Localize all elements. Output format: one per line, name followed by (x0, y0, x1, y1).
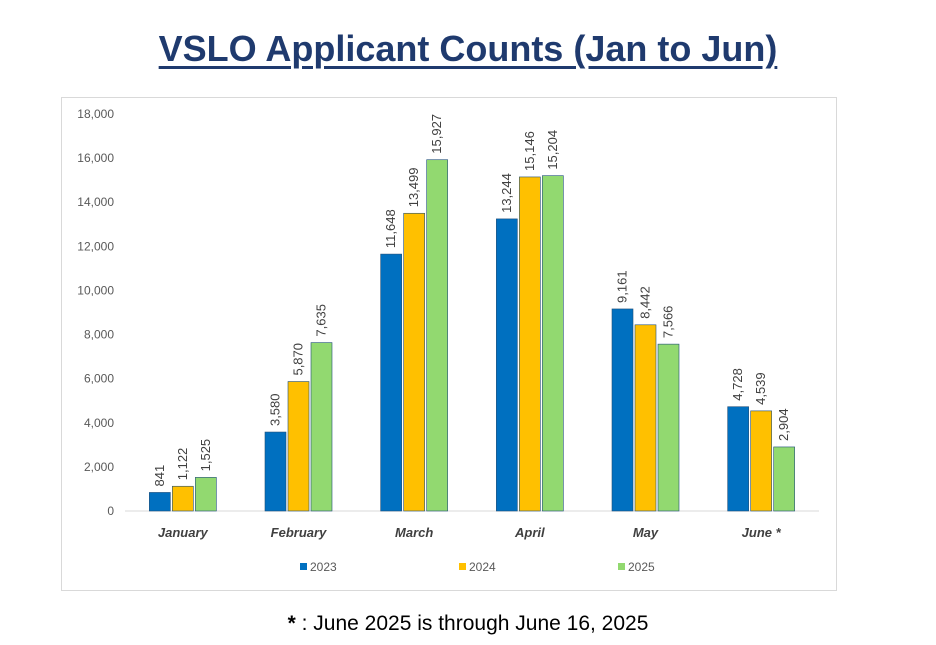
data-label: 15,204 (545, 130, 560, 170)
data-label: 13,499 (406, 168, 421, 208)
data-label: 7,566 (661, 306, 676, 339)
y-tick-label: 6,000 (84, 372, 114, 386)
bar-2025 (542, 175, 564, 512)
data-label: 3,580 (268, 393, 283, 426)
data-label: 4,539 (753, 372, 768, 405)
category-label: February (271, 525, 327, 540)
y-tick-label: 0 (107, 504, 114, 518)
footnote-star: * (287, 612, 296, 635)
bar-2024 (172, 485, 194, 512)
legend-label-2025: 2025 (628, 560, 655, 574)
y-tick-label: 18,000 (77, 107, 114, 121)
y-tick-label: 2,000 (84, 460, 114, 474)
bar-2023 (380, 253, 402, 512)
data-label: 1,122 (175, 448, 190, 481)
data-label: 11,648 (383, 209, 398, 248)
legend-label-2024: 2024 (469, 560, 496, 574)
y-tick-label: 16,000 (77, 151, 114, 165)
y-tick-label: 4,000 (84, 416, 114, 430)
category-label: May (633, 525, 659, 540)
bar-2023 (727, 406, 749, 512)
chart-area: 0 2,000 4,000 6,000 8,000 10,000 12,000 14,000 1… (61, 97, 837, 591)
data-label: 7,635 (314, 304, 329, 337)
bar-2025 (773, 446, 795, 512)
bar-chart: 0 2,000 4,000 6,000 8,000 10,000 12,000 14,000 1… (77, 107, 819, 574)
bar-2025 (195, 477, 217, 512)
data-label: 15,146 (522, 131, 537, 171)
y-tick-label: 12,000 (77, 239, 114, 253)
legend-swatch-2023 (300, 563, 307, 570)
footnote-text: : June 2025 is through June 16, 2025 (295, 612, 649, 635)
bar-2023 (611, 308, 634, 512)
footnote: * : June 2025 is through June 16, 2025 (0, 612, 936, 636)
data-label: 4,728 (730, 368, 745, 401)
category-label: June * (742, 525, 782, 540)
y-tick-label: 10,000 (77, 283, 114, 297)
data-label: 841 (152, 465, 167, 487)
data-label: 5,870 (291, 343, 306, 376)
data-label: 8,442 (638, 286, 653, 319)
bar-2023 (496, 218, 518, 512)
page-title: VSLO Applicant Counts (Jan to Jun) (158, 28, 778, 69)
data-label: 1,525 (198, 439, 213, 472)
category-label: April (514, 525, 545, 540)
bar-2024 (403, 212, 425, 512)
bar-2024 (750, 410, 772, 512)
bar-2025 (426, 159, 448, 512)
data-label: 13,244 (499, 173, 514, 213)
legend-swatch-2025 (618, 563, 625, 570)
bar-2024 (519, 176, 541, 512)
data-label: 15,927 (429, 114, 444, 154)
legend-swatch-2024 (459, 563, 466, 570)
bar-2025 (657, 343, 680, 512)
bar-2023 (149, 492, 171, 512)
category-label: January (158, 525, 209, 540)
bar-2023 (264, 431, 287, 512)
category-label: March (395, 525, 433, 540)
bar-2024 (634, 324, 657, 512)
y-tick-label: 14,000 (77, 195, 114, 209)
data-label: 2,904 (776, 408, 791, 441)
y-tick-label: 8,000 (84, 328, 114, 342)
bar-2024 (287, 381, 310, 512)
legend-label-2023: 2023 (310, 560, 337, 574)
bar-2025 (310, 342, 333, 512)
data-label: 9,161 (615, 270, 630, 303)
